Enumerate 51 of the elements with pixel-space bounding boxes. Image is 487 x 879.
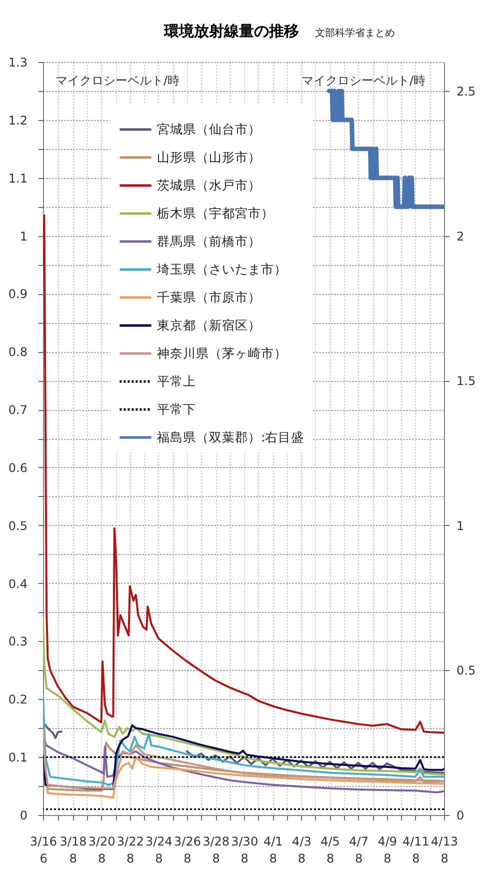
y-tick-label: 1.2: [8, 113, 28, 128]
chart-title: 環境放射線量の推移: [163, 22, 299, 40]
legend-label: 群馬県（前橋市）: [157, 234, 261, 248]
y2-tick-label: 0: [456, 808, 464, 822]
y-tick-label: 0.2: [8, 692, 28, 707]
y-tick-label: 0.8: [8, 345, 28, 360]
x-tick-label: 3/20 8: [88, 834, 116, 866]
y-tick-label: 0.7: [8, 403, 28, 418]
x-tick-label: 4/5 8: [320, 834, 340, 866]
legend-label: 神奈川県（茅ヶ崎市）: [157, 346, 287, 360]
x-tick-label: 4/1 8: [263, 834, 283, 866]
x-tick-label: 3/18 8: [60, 834, 87, 866]
legend-label: 福島県（双葉郡）:右目盛: [157, 430, 304, 444]
y-tick-label: 0.6: [8, 460, 28, 475]
y-tick-label: 0.1: [8, 750, 28, 765]
x-tick-label: 4/13 8: [431, 834, 458, 866]
y2-tick-label: 1: [456, 518, 464, 533]
chart-subtitle: 文部科学省まとめ: [315, 27, 395, 39]
legend-label: 栃木県（宇都宮市）: [157, 206, 274, 220]
x-tick-label: 3/22 8: [116, 834, 144, 866]
y-tick-label: 1.1: [8, 171, 28, 186]
y2-tick-label: 2.5: [456, 84, 476, 98]
y2-tick-label: 1.5: [456, 374, 476, 388]
y2-axis-title: マイクロシーベルト/時: [301, 74, 426, 88]
legend-label: 宮城県（仙台市）: [157, 122, 261, 136]
y-tick-label: 0.4: [8, 576, 28, 591]
legend-label: 東京都（新宿区）: [157, 318, 261, 332]
x-tick-label: 4/9 8: [378, 834, 398, 866]
y-tick-label: 1: [20, 229, 28, 244]
x-tick-label: 3/28 8: [202, 834, 230, 866]
x-tick-label: 3/24 8: [145, 834, 172, 866]
legend-label: 千葉県（市原市）: [157, 290, 261, 304]
legend-label: 平常下: [157, 402, 196, 416]
y2-tick-label: 0.5: [456, 664, 476, 678]
y-tick-label: 0: [20, 808, 28, 822]
y2-tick-label: 2: [456, 229, 464, 244]
y-tick-label: 0.3: [8, 634, 28, 649]
legend-label: 茨城県（水戸市）: [157, 178, 261, 192]
x-tick-label: 3/26 8: [174, 834, 201, 866]
legend-label: 平常上: [157, 374, 196, 388]
x-tick-label: 4/7 8: [349, 834, 368, 866]
y-axis-title: マイクロシーベルト/時: [56, 74, 180, 88]
y-tick-label: 0.9: [8, 287, 28, 302]
legend-label: 山形県（山形市）: [157, 150, 261, 164]
legend-label: 埼玉県（さいたま市）: [156, 262, 287, 276]
x-tick-label: 3/30 8: [231, 834, 258, 866]
y-tick-label: 1.3: [8, 56, 28, 70]
y-tick-label: 0.5: [8, 518, 28, 533]
x-tick-label: 3/16 6: [30, 834, 57, 866]
x-tick-label: 4/11 8: [402, 834, 430, 866]
x-tick-label: 4/3 8: [292, 834, 312, 866]
